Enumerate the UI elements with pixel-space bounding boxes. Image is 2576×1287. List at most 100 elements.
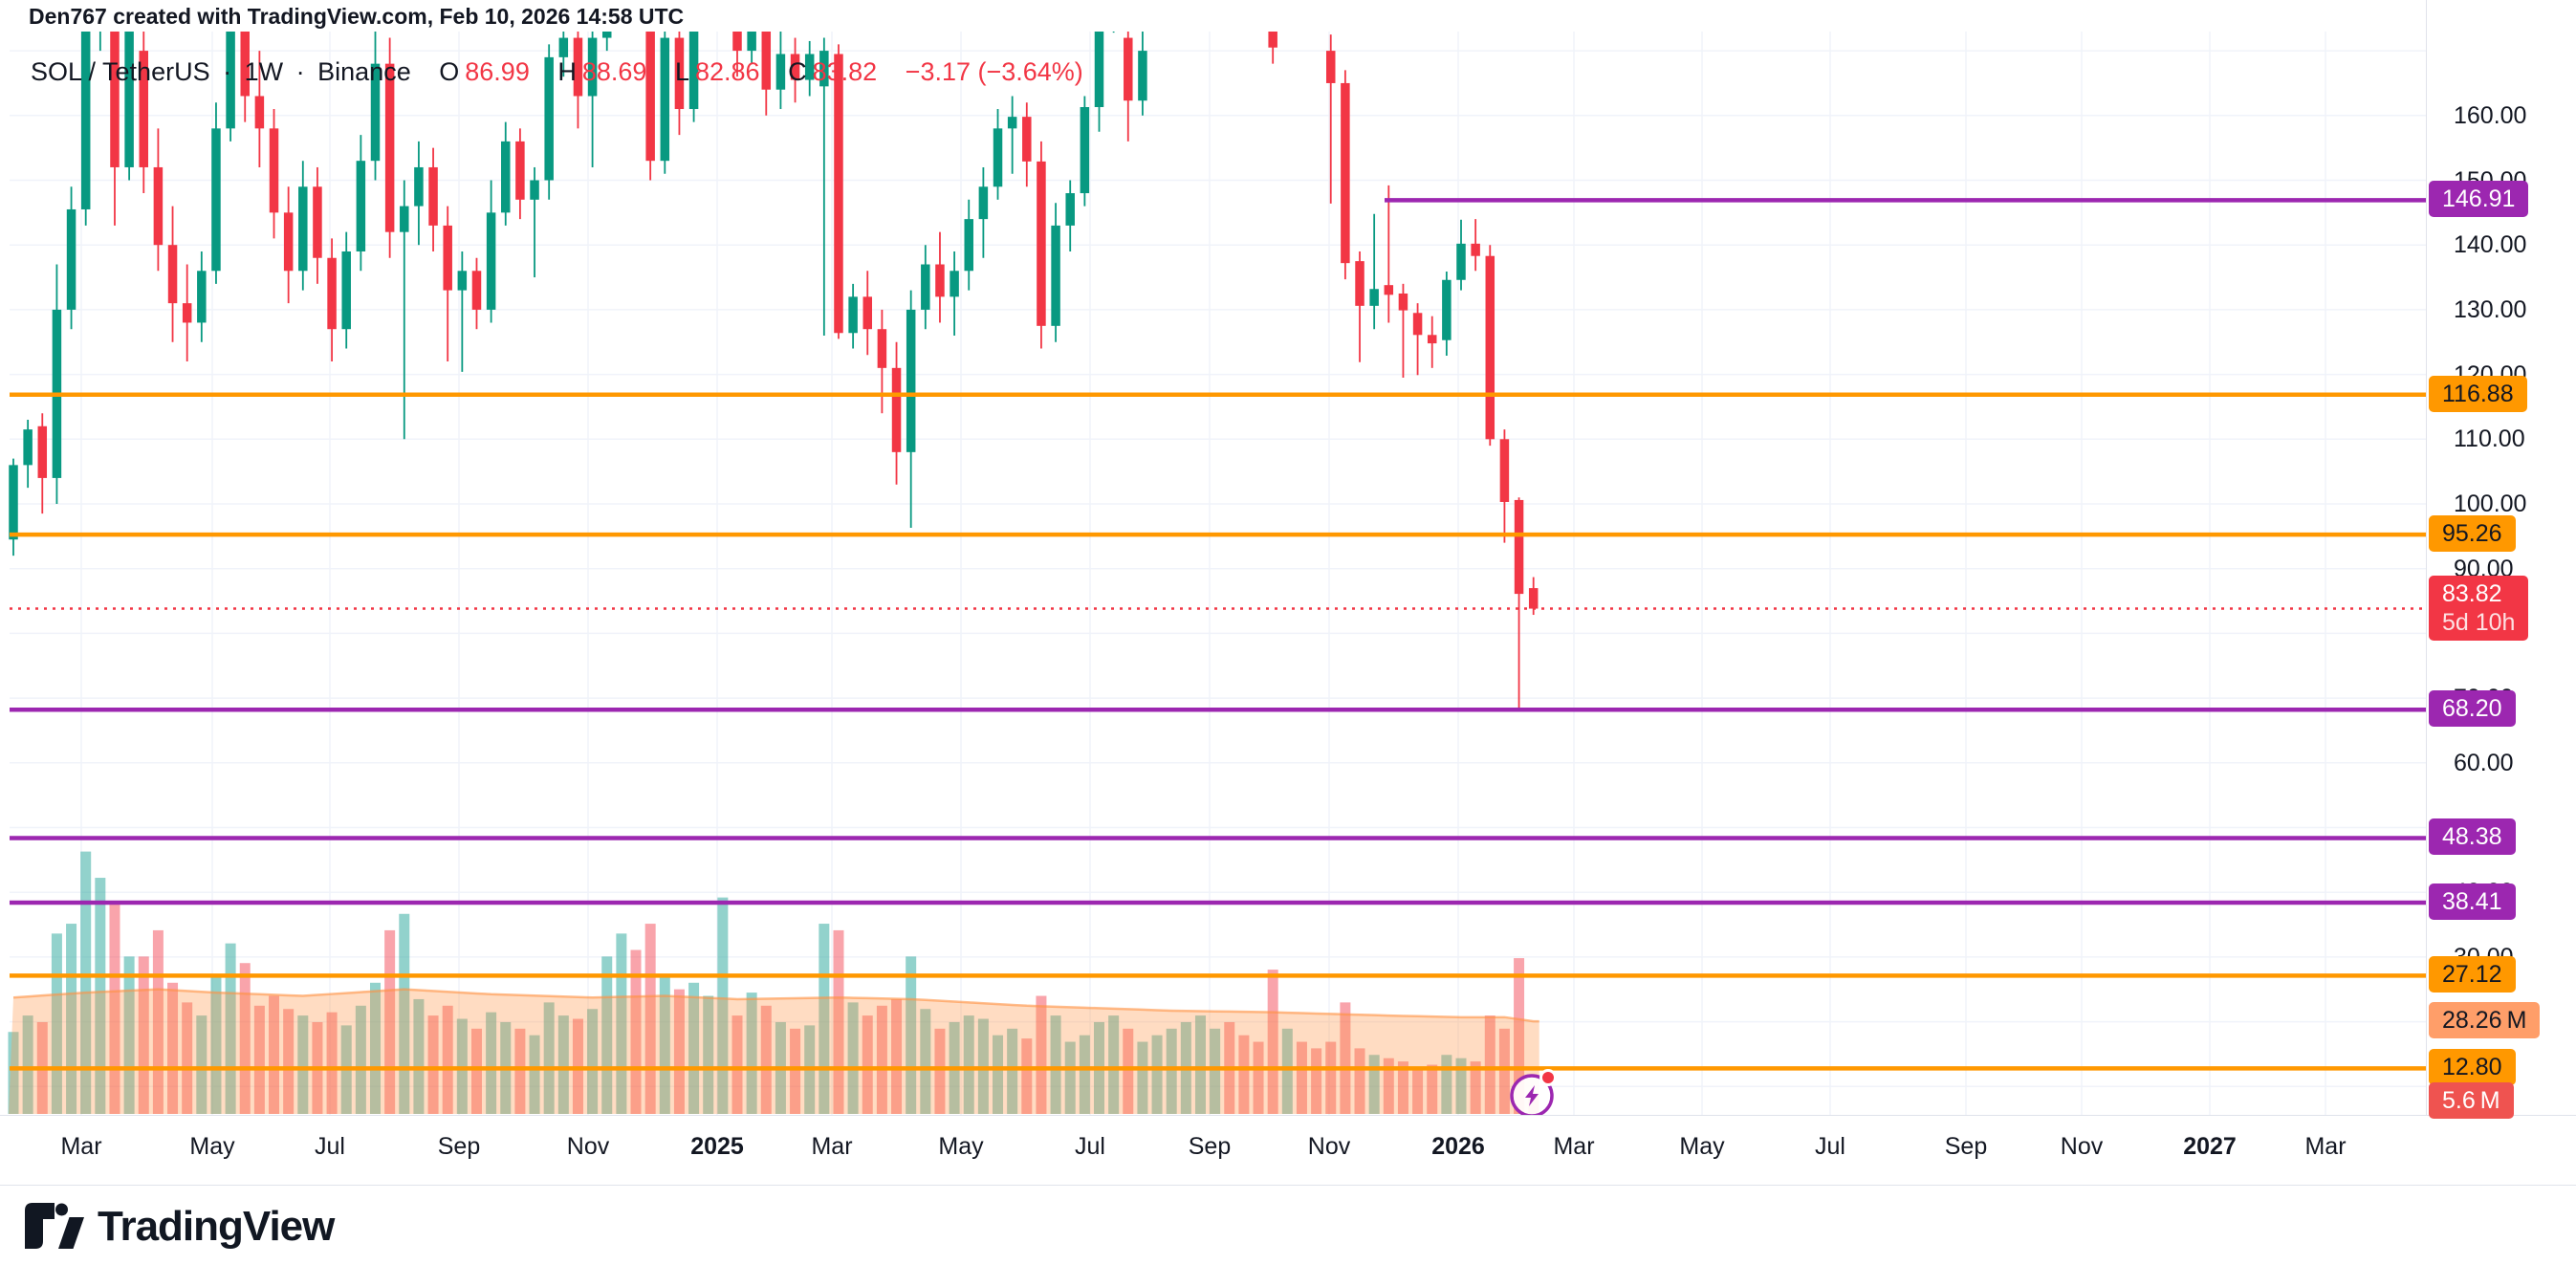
candle-body [775,54,786,90]
candle-body [1138,51,1147,101]
volume-bar [1050,1015,1061,1114]
candle-body [1471,243,1480,256]
candle-body [530,180,539,200]
price-axis-label: 110.00 [2454,425,2525,453]
legend-symbol[interactable]: SOL / TetherUS [31,57,210,86]
candle-body [645,32,655,162]
candle-body [370,63,381,162]
candle-body [240,32,250,97]
volume-bar [1007,1028,1018,1114]
candle-body [587,37,598,97]
volume-bar [1064,1041,1076,1114]
time-axis-month-label: May [938,1133,984,1160]
volume-bar [80,851,92,1114]
candle-body [110,32,120,167]
candle-body [1080,106,1090,194]
price-label-badge: 5.6 M [2429,1082,2514,1119]
candle-body [1427,335,1437,344]
volume-bar [1368,1055,1380,1114]
candle-body [790,54,800,80]
flash-marker-icon[interactable] [1510,1069,1557,1116]
price-axis-label: 60.00 [2454,749,2514,776]
volume-bar [1325,1041,1337,1114]
volume-bar [616,933,627,1114]
candle-body [573,37,583,97]
candle-body [935,264,945,297]
volume-bar [790,1028,801,1114]
candle-body [211,128,221,272]
volume-bar [239,963,251,1114]
candle-body [1037,161,1046,326]
volume-bar [1137,1041,1148,1114]
volume-bar [1514,958,1525,1114]
volume-bar [66,924,77,1114]
volume-bar [1267,970,1278,1114]
candle-body [1325,51,1336,83]
volume-bar [297,1015,309,1114]
candle-body [384,63,395,232]
price-label-badge: 27.12 [2429,956,2516,993]
candle-body [688,32,699,110]
volume-bar [1354,1048,1365,1114]
time-axis-month-label: Mar [60,1133,102,1160]
candle-body [601,32,612,38]
candle-body [139,51,149,167]
volume-bar [1166,1028,1177,1114]
volume-bar [384,929,396,1114]
time-axis-month-label: Sep [437,1133,481,1160]
badge-countdown: 5d 10h [2442,608,2516,636]
candle-body [341,251,351,330]
volume-bar [1108,1015,1120,1114]
candle-body [124,32,134,167]
symbol-legend[interactable]: SOL / TetherUS · 1W · Binance O 86.99 H 88… [31,57,1089,87]
candle-body [1268,32,1277,48]
candle-body [182,303,192,323]
time-axis-month-label: Mar [2304,1133,2347,1160]
volume-bar [1397,1061,1408,1114]
volume-bar [876,1005,887,1114]
legend-separator: · [295,57,305,86]
price-axis-label: 130.00 [2454,295,2527,323]
volume-bar [1238,1035,1250,1114]
volume-ma-area [9,989,1539,1114]
time-axis-month-label: Jul [315,1133,345,1160]
candle-body [978,186,989,220]
candle-body [486,212,496,310]
candle-body [515,141,525,200]
chart-plot-area[interactable] [0,32,2426,1115]
candle-body [414,166,424,207]
volume-bar [934,1028,946,1114]
volume-bar [746,993,757,1114]
price-label-badge: 12.80 [2429,1049,2516,1086]
volume-bar [486,1012,497,1114]
volume-bar [51,933,62,1114]
price-label-badge: 146.91 [2429,181,2529,218]
legend-timeframe[interactable]: 1W [244,57,284,86]
volume-bar [413,998,425,1114]
candle-body [1384,285,1394,295]
volume-bar [8,1032,19,1114]
price-axis-separator [2426,0,2427,1186]
candle-body [761,32,772,90]
time-axis[interactable]: Mar May Jul Sep Nov 2025 Mar May Jul Sep Nov 2026 Ma… [0,1115,2576,1186]
candle-body [1007,117,1017,129]
volume-bar [1311,1048,1322,1114]
price-axis[interactable]: 160.00150.00140.00130.00120.00110.00100.… [2427,0,2576,1186]
attribution-header: Den767 created with TradingView.com, Feb… [29,4,685,29]
time-axis-year-label: 2027 [2183,1133,2237,1160]
ohlc-high-label: H [557,57,577,86]
volume-bar [833,929,844,1114]
time-axis-month-label: Jul [1815,1133,1845,1160]
volume-bar [688,982,700,1114]
volume-bar [1412,1067,1424,1114]
candle-body [819,51,829,87]
candle-body [400,206,409,232]
volume-bar [1470,1061,1481,1114]
candle-body [283,212,294,272]
volume-bar [1194,1015,1206,1114]
candle-body [9,465,18,540]
volume-bar [1079,1035,1090,1114]
candle-body [298,186,308,272]
volume-bar [703,995,714,1114]
